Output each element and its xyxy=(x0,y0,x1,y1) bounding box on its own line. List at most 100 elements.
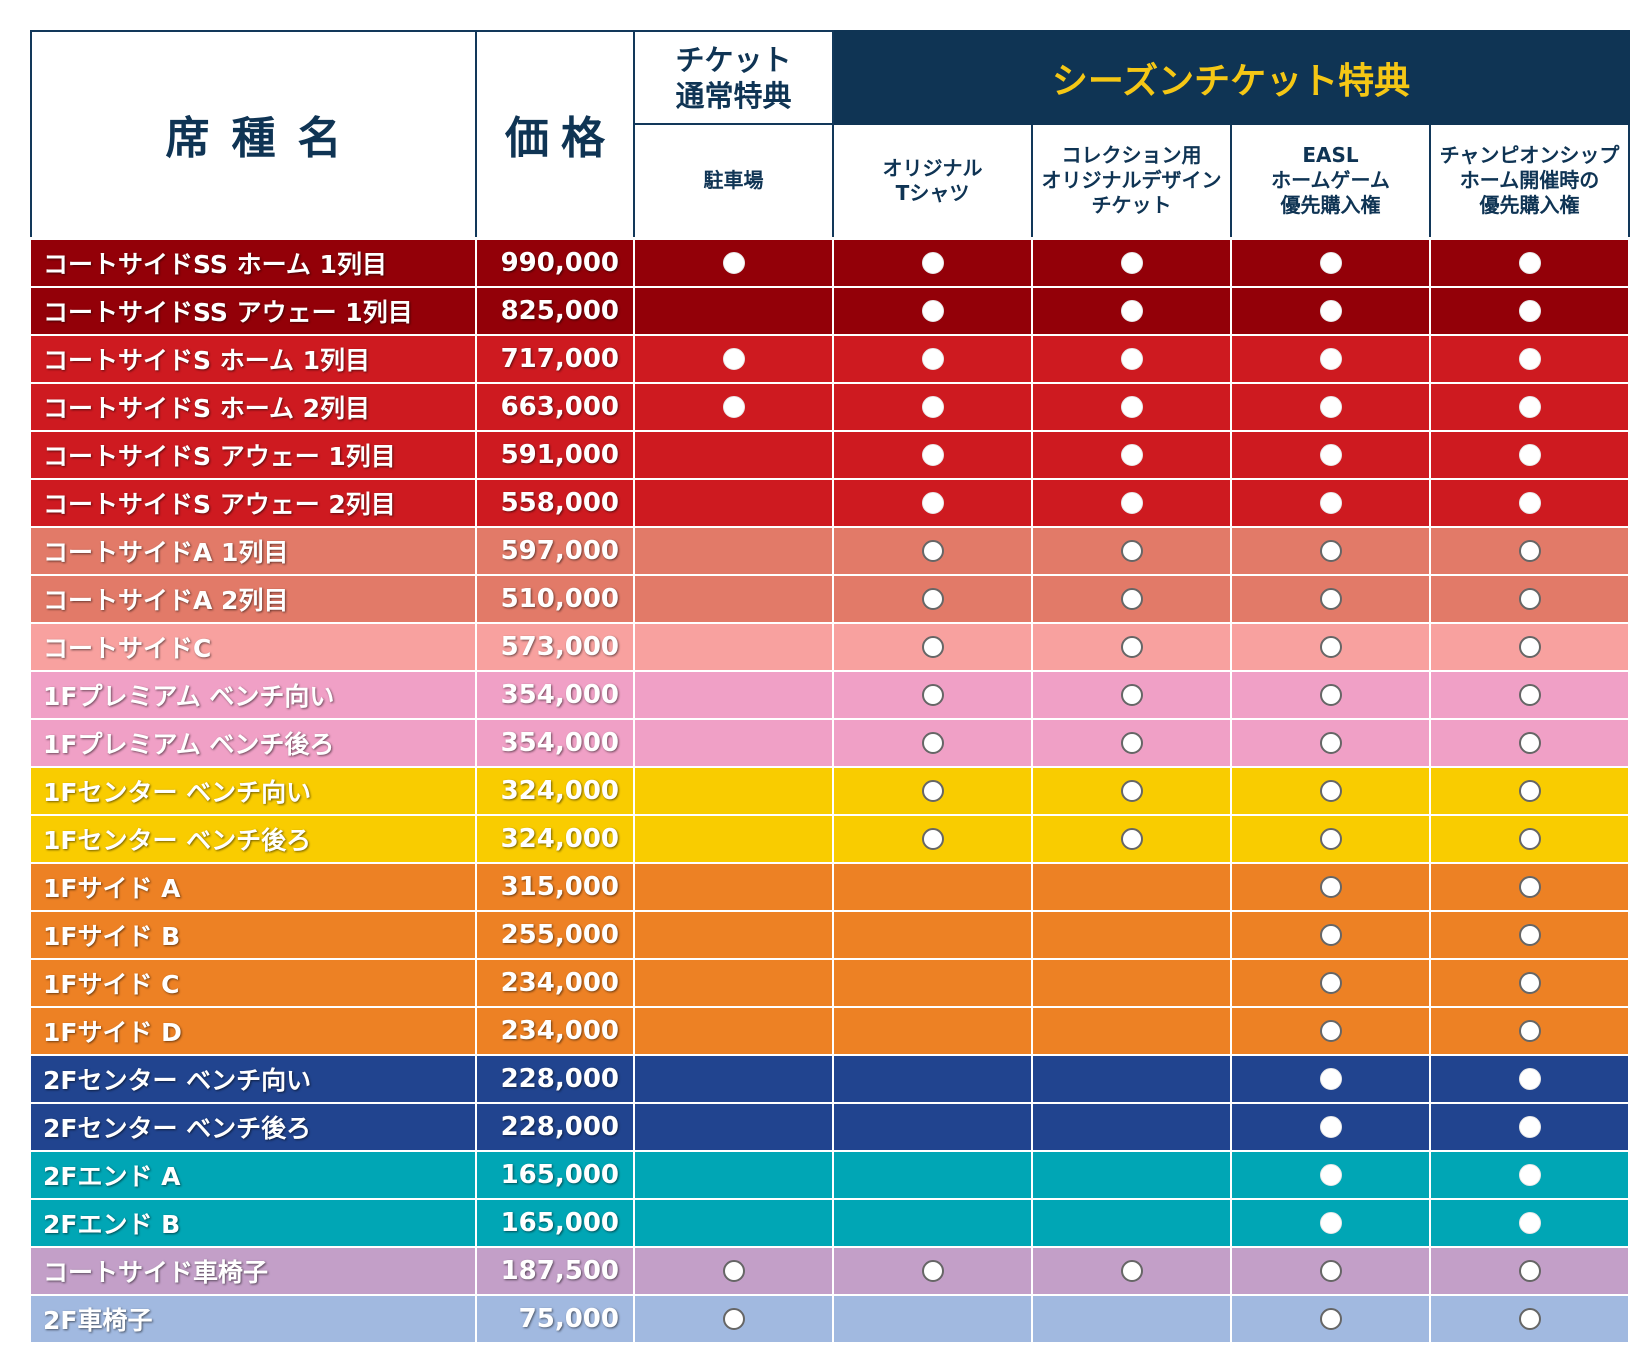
circle-icon xyxy=(1120,587,1143,610)
circle-icon xyxy=(921,1259,944,1282)
benefit-cell xyxy=(634,958,834,1008)
seat-name: 1Fセンター ベンチ向い xyxy=(31,766,477,816)
benefit-cell xyxy=(1430,1102,1631,1152)
benefit-cell xyxy=(1231,382,1431,432)
seat-price: 354,000 xyxy=(476,718,635,768)
benefit-cell xyxy=(1032,526,1232,576)
circle-icon xyxy=(1319,1307,1342,1330)
benefit-cell xyxy=(634,1294,834,1344)
table-row: コートサイドA 2列目 510,000 xyxy=(31,574,1631,624)
seat-name: コートサイドS ホーム 2列目 xyxy=(31,382,477,432)
benefit-cell xyxy=(1231,574,1431,624)
circle-icon xyxy=(1518,443,1541,466)
table-row: 1Fサイド A 315,000 xyxy=(31,862,1631,912)
benefit-cell xyxy=(634,1006,834,1056)
benefit-cell xyxy=(1430,718,1631,768)
benefit-cell xyxy=(1231,766,1431,816)
benefit-cell xyxy=(1032,1054,1232,1104)
benefit-cell xyxy=(1231,236,1431,288)
table-row: 1Fセンター ベンチ向い 324,000 xyxy=(31,766,1631,816)
circle-icon xyxy=(1120,635,1143,658)
circle-icon xyxy=(1120,443,1143,466)
benefit-cell xyxy=(1430,526,1631,576)
benefit-cell xyxy=(1430,670,1631,720)
seat-price: 597,000 xyxy=(476,526,635,576)
benefit-cell xyxy=(833,910,1033,960)
circle-icon xyxy=(1518,923,1541,946)
benefit-cell xyxy=(833,382,1033,432)
circle-icon xyxy=(1120,827,1143,850)
circle-icon xyxy=(1319,251,1342,274)
benefit-cell xyxy=(1032,286,1232,336)
circle-icon xyxy=(1120,395,1143,418)
circle-icon xyxy=(722,395,745,418)
benefit-cell xyxy=(1231,910,1431,960)
benefit-cell xyxy=(1231,862,1431,912)
seat-name: 2Fエンド B xyxy=(31,1198,477,1248)
benefit-cell xyxy=(833,286,1033,336)
table-row: コートサイドS ホーム 2列目 663,000 xyxy=(31,382,1631,432)
benefit-cell xyxy=(833,478,1033,528)
circle-icon xyxy=(921,779,944,802)
benefit-cell xyxy=(1231,1198,1431,1248)
circle-icon xyxy=(1518,1115,1541,1138)
table-row: 1Fセンター ベンチ後ろ 324,000 xyxy=(31,814,1631,864)
seat-name: 1Fセンター ベンチ後ろ xyxy=(31,814,477,864)
benefit-cell xyxy=(833,1006,1033,1056)
benefit-cell xyxy=(1032,334,1232,384)
circle-icon xyxy=(921,347,944,370)
circle-icon xyxy=(1518,251,1541,274)
circle-icon xyxy=(921,539,944,562)
benefit-cell xyxy=(1430,814,1631,864)
header-benefit-column-line: ホーム開催時の xyxy=(1459,168,1600,193)
seat-price: 717,000 xyxy=(476,334,635,384)
benefit-cell xyxy=(1430,1198,1631,1248)
circle-icon xyxy=(1518,731,1541,754)
benefit-cell xyxy=(634,430,834,480)
seat-name: 2Fセンター ベンチ向い xyxy=(31,1054,477,1104)
circle-icon xyxy=(1120,731,1143,754)
circle-icon xyxy=(1518,971,1541,994)
circle-icon xyxy=(1319,923,1342,946)
benefit-cell xyxy=(1231,286,1431,336)
benefit-cell xyxy=(634,574,834,624)
benefit-cell xyxy=(634,236,834,288)
seat-name: 1Fサイド A xyxy=(31,862,477,912)
circle-icon xyxy=(1120,779,1143,802)
benefit-cell xyxy=(634,1246,834,1296)
benefit-cell xyxy=(1032,910,1232,960)
circle-icon xyxy=(921,299,944,322)
circle-icon xyxy=(921,491,944,514)
circle-icon xyxy=(1120,299,1143,322)
circle-icon xyxy=(722,251,745,274)
benefit-cell xyxy=(634,670,834,720)
header-normal-benefit-line: チケット xyxy=(675,42,792,77)
circle-icon xyxy=(1518,491,1541,514)
circle-icon xyxy=(1518,1163,1541,1186)
benefit-cell xyxy=(634,526,834,576)
circle-icon xyxy=(1319,875,1342,898)
benefit-cell xyxy=(1231,814,1431,864)
benefit-cell xyxy=(1231,958,1431,1008)
seat-price: 990,000 xyxy=(476,236,635,288)
seat-name: コートサイドS アウェー 1列目 xyxy=(31,430,477,480)
benefit-cell xyxy=(833,236,1033,288)
circle-icon xyxy=(1319,299,1342,322)
benefit-cell xyxy=(1231,718,1431,768)
benefit-cell xyxy=(833,574,1033,624)
circle-icon xyxy=(1319,683,1342,706)
seat-name: コートサイドA 1列目 xyxy=(31,526,477,576)
benefit-cell xyxy=(1032,670,1232,720)
benefit-cell xyxy=(634,814,834,864)
table-row: コートサイドSS アウェー 1列目 825,000 xyxy=(31,286,1631,336)
benefit-cell xyxy=(634,286,834,336)
circle-icon xyxy=(1319,779,1342,802)
benefit-cell xyxy=(1231,1294,1431,1344)
seat-price: 663,000 xyxy=(476,382,635,432)
circle-icon xyxy=(921,251,944,274)
circle-icon xyxy=(1518,635,1541,658)
circle-icon xyxy=(1319,491,1342,514)
benefit-cell xyxy=(634,718,834,768)
circle-icon xyxy=(921,635,944,658)
circle-icon xyxy=(1518,827,1541,850)
